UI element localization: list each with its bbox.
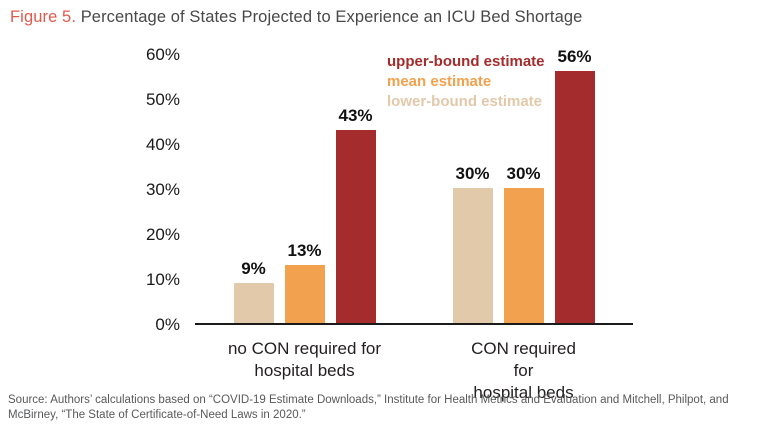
bar-mean-estimate-group2 [503, 188, 544, 323]
y-tick-label-30: 30% [145, 180, 180, 199]
y-tick-label-10: 10% [145, 270, 180, 289]
bar-value-label-lower-bound-estimate-group2: 30% [455, 164, 490, 183]
y-tick-label-40: 40% [145, 135, 180, 154]
y-tick-label-60: 60% [145, 45, 180, 64]
legend-item-upper-bound-estimate: upper-bound estimate [387, 53, 545, 70]
bar-upper-bound-estimate-group1 [335, 129, 376, 323]
figure-title: Figure 5. Percentage of States Projected… [10, 8, 582, 27]
bar-value-label-lower-bound-estimate-group1: 9% [241, 258, 266, 278]
legend-item-lower-bound-estimate: lower-bound estimate [387, 93, 543, 110]
legend-item-mean-estimate: mean estimate [387, 73, 492, 90]
y-tick-label-50: 50% [145, 90, 180, 109]
bar-lower-bound-estimate-group2 [452, 188, 493, 323]
source-note: Source: Authors’ calculations based on “… [8, 394, 729, 422]
bar-lower-bound-estimate-group1 [233, 282, 274, 323]
figure-title-text: Percentage of States Projected to Experi… [80, 8, 583, 26]
bar-value-label-upper-bound-estimate-group1: 43% [338, 105, 373, 125]
chart-legend: upper-bound estimate mean estimate lower-b… [387, 52, 545, 112]
y-tick-label-20: 20% [145, 225, 180, 244]
y-tick-label-0: 0% [155, 315, 180, 334]
x-category-label-2: CON required for hospital beds [471, 339, 576, 402]
x-axis-labels: no CON required for hospital beds CON req… [195, 338, 633, 402]
bar-value-label-mean-estimate-group2: 30% [506, 164, 541, 183]
bar-value-label-mean-estimate-group1: 13% [287, 240, 322, 260]
bar-upper-bound-estimate-group2 [554, 71, 595, 323]
bar-value-label-upper-bound-estimate-group2: 56% [557, 47, 592, 66]
figure-label: Figure 5. [10, 8, 77, 26]
plot-area: 9% 13% 43% 30% 30% 56% [195, 47, 633, 325]
y-axis: 0% 10% 20% 30% 40% 50% 60% [0, 45, 180, 334]
bar-mean-estimate-group1 [284, 264, 325, 323]
x-category-label-1: no CON required for hospital beds [227, 339, 382, 380]
